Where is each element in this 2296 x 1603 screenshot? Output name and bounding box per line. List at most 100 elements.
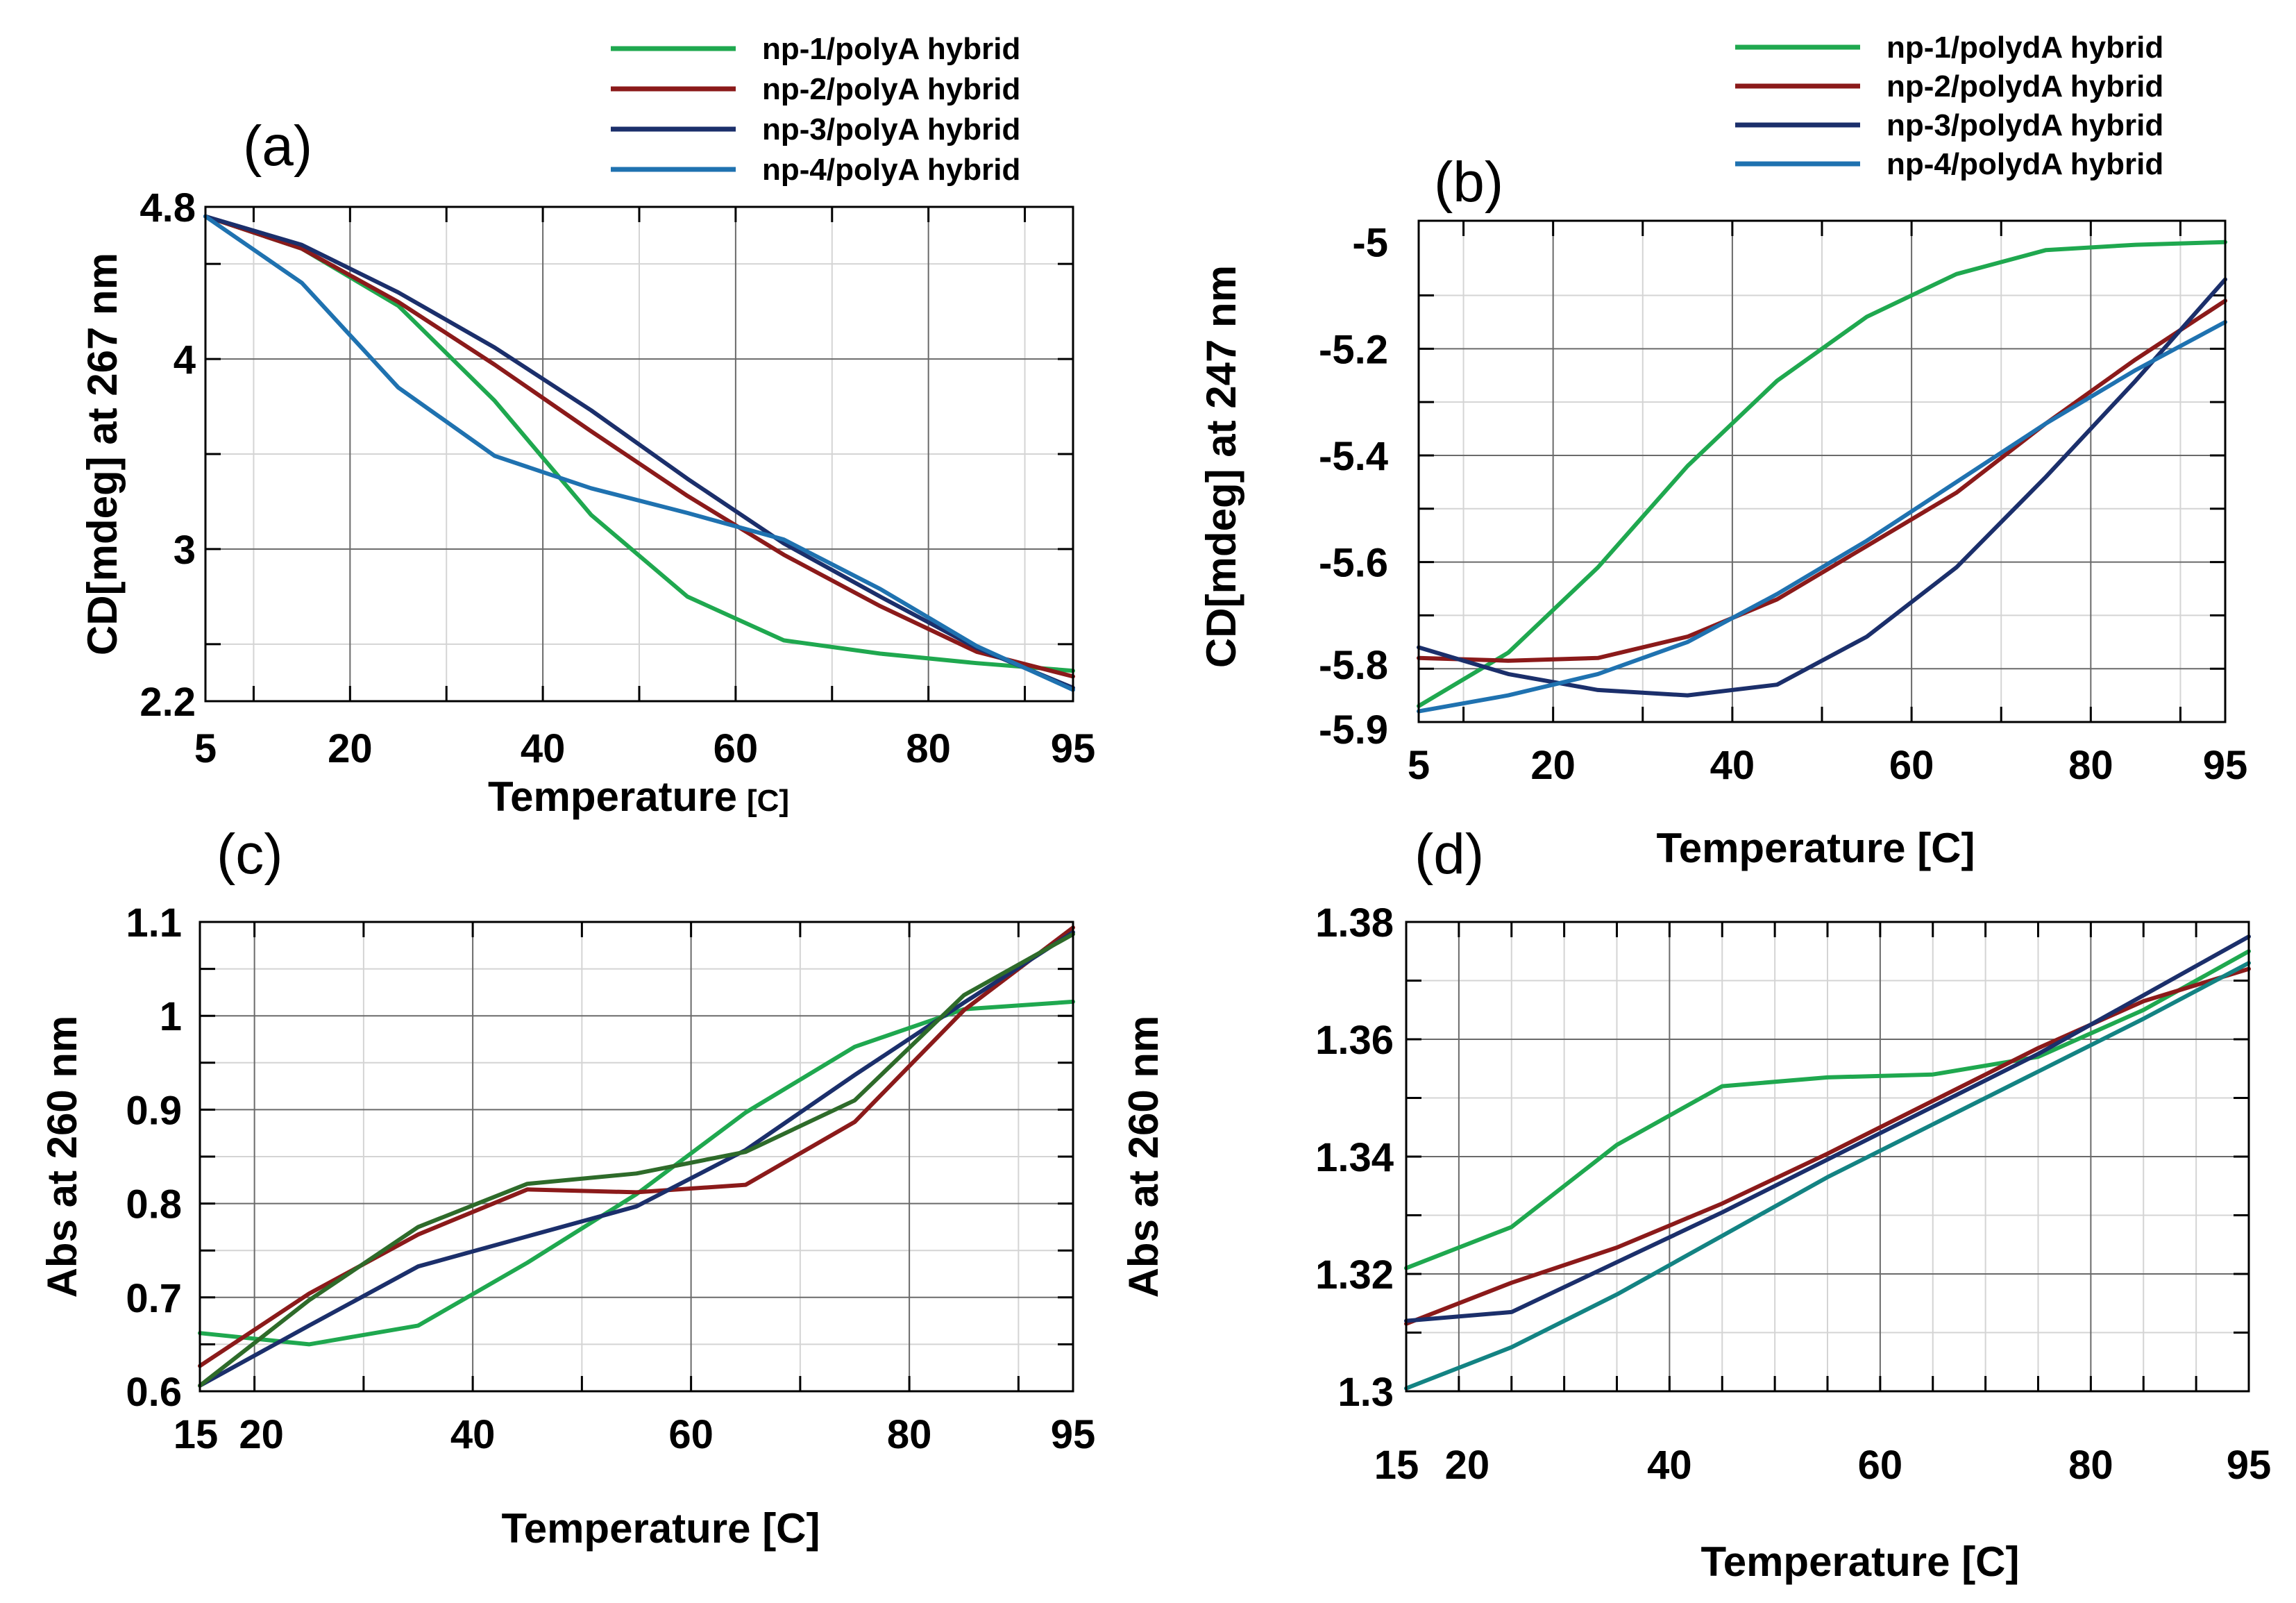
- x-tick-label: 95: [1051, 1412, 1096, 1457]
- y-axis-title-text: Abs at 260 nm: [39, 1016, 85, 1298]
- y-tick-label: -5.4: [1319, 434, 1388, 479]
- x-tick-label: 15: [1374, 1443, 1419, 1488]
- x-tick-label: 60: [714, 726, 759, 771]
- y-tick-label: 4: [174, 337, 196, 383]
- series-line-c-4: [198, 932, 1075, 1388]
- x-tick-label: 40: [521, 726, 566, 771]
- legend-label: np-2/polydA hybrid: [1886, 69, 2163, 103]
- y-tick-label: 0.8: [126, 1182, 182, 1227]
- x-tick-label: 40: [1647, 1443, 1692, 1488]
- x-tick-label: 5: [194, 726, 217, 771]
- x-tick-label: 15: [174, 1412, 219, 1457]
- x-axis-title-text: Temperature [C]: [502, 1505, 820, 1552]
- series-line-d-4: [1404, 961, 2251, 1391]
- plot-frame: [199, 921, 1074, 1393]
- y-tick-label: 0.6: [126, 1370, 182, 1415]
- x-axis-title-text: Temperature: [488, 773, 737, 820]
- x-tick-label: 80: [906, 726, 951, 771]
- x-tick-label: 20: [239, 1412, 284, 1457]
- y-tick-label: 1.3: [1337, 1370, 1394, 1415]
- legend-label: np-4/polydA hybrid: [1886, 147, 2163, 181]
- chart-panel-b: 5 20 40 60 80 95 -5 -5.2 -5.4 -5.6 -5.8 -5.9 (b) Temp…: [1198, 31, 2247, 871]
- y-axis-title-text: Abs at 260 nm: [1120, 1016, 1167, 1298]
- legend-label: np-1/polydA hybrid: [1886, 31, 2163, 65]
- panel-label: (b): [1434, 151, 1503, 214]
- x-axis-title: Temperature [C]: [1657, 825, 1975, 871]
- series-line-a-3: [203, 214, 1075, 690]
- x-tick-label: 60: [1858, 1443, 1903, 1488]
- y-tick-label: 1.38: [1315, 900, 1394, 946]
- y-tick-label: 1.34: [1315, 1135, 1394, 1180]
- legend-label: np-4/polyA hybrid: [762, 153, 1020, 187]
- x-tick-label: 60: [1889, 743, 1934, 788]
- x-tick-label: 80: [887, 1412, 932, 1457]
- y-axis-title: CD[mdeg] at 247 nm: [1198, 265, 1244, 668]
- series-line-b-1: [1417, 240, 2227, 708]
- y-tick-label: 1: [160, 994, 182, 1039]
- y-axis-title: Abs at 260 nm: [1120, 1016, 1167, 1298]
- y-tick-label: -5.6: [1319, 541, 1388, 586]
- y-axis-title-text: CD: [1198, 607, 1244, 668]
- panel-label: (d): [1415, 823, 1484, 886]
- panel-label: (c): [217, 823, 283, 886]
- y-tick-label: -5.8: [1319, 643, 1388, 688]
- x-tick-label: 40: [450, 1412, 496, 1457]
- series-line-b-3: [1417, 277, 2227, 698]
- x-axis-title-text: Temperature [C]: [1657, 825, 1975, 871]
- plot-frame: [204, 205, 1074, 703]
- y-tick-label: 0.7: [126, 1276, 182, 1321]
- y-tick-label: 1.36: [1315, 1018, 1394, 1063]
- legend: np-1/polyA hybrid np-2/polyA hybrid np-3/p…: [611, 32, 1020, 187]
- y-tick-label: -5.9: [1319, 707, 1388, 753]
- y-tick-label: 4.8: [140, 185, 196, 230]
- series-line-b-2: [1417, 299, 2227, 663]
- plot-frame: [1405, 921, 2250, 1393]
- series-line-c-2: [198, 925, 1075, 1368]
- x-tick-label: 95: [2227, 1443, 2272, 1488]
- legend-label: np-3/polyA hybrid: [762, 112, 1020, 146]
- legend-label: np-1/polyA hybrid: [762, 32, 1020, 66]
- y-axis-title-suffix: at 247 nm: [1198, 265, 1244, 469]
- legend: np-1/polydA hybrid np-2/polydA hybrid np-3…: [1735, 31, 2163, 181]
- series-line-a-4: [203, 214, 1075, 692]
- panel-label: (a): [243, 115, 312, 178]
- x-tick-label: 95: [2203, 743, 2248, 788]
- x-tick-label: 40: [1710, 743, 1755, 788]
- x-tick-label: 95: [1051, 726, 1096, 771]
- y-axis-title: CD[mdeg] at 267 nm: [79, 253, 126, 655]
- series-line-d-3: [1404, 934, 2251, 1323]
- y-tick-label: -5.2: [1319, 327, 1388, 372]
- x-axis-title: Temperature [C]: [488, 773, 789, 820]
- y-axis-title-text: CD: [79, 595, 126, 655]
- y-axis-title-suffix: at 267 nm: [79, 253, 126, 456]
- series-line-a-2: [203, 214, 1075, 679]
- plot-frame: [1417, 219, 2227, 723]
- x-tick-label: 20: [328, 726, 373, 771]
- x-axis-title: Temperature [C]: [502, 1505, 820, 1552]
- y-axis-title-unit: [mdeg]: [79, 456, 126, 595]
- chart-panel-a: 5 20 40 60 80 95 2.2 3 4 4.8 (a) Temperature [C] CD[m…: [79, 32, 1095, 820]
- series-line-d-1: [1404, 949, 2251, 1270]
- x-axis-title-text: Temperature [C]: [1701, 1538, 2020, 1585]
- y-tick-label: 3: [174, 528, 196, 573]
- y-tick-label: 1.1: [126, 900, 182, 946]
- chart-panel-c: 15 20 40 60 80 95 0.6 0.7 0.8 0.9 1 1.1 (c) Temperatu…: [39, 823, 1095, 1552]
- x-tick-label: 5: [1408, 743, 1430, 788]
- x-axis-title-unit: [C]: [747, 784, 789, 818]
- legend-label: np-2/polyA hybrid: [762, 72, 1020, 106]
- x-tick-label: 20: [1530, 743, 1576, 788]
- x-axis-title: Temperature [C]: [1701, 1538, 2020, 1585]
- y-tick-label: 2.2: [140, 680, 196, 725]
- x-tick-label: 20: [1445, 1443, 1490, 1488]
- x-tick-label: 80: [2068, 1443, 2113, 1488]
- y-tick-label: -5: [1352, 221, 1388, 266]
- legend-label: np-3/polydA hybrid: [1886, 108, 2163, 142]
- series-line-b-4: [1417, 319, 2227, 714]
- y-axis-title: Abs at 260 nm: [39, 1016, 85, 1298]
- y-tick-label: 1.32: [1315, 1252, 1394, 1298]
- series-line-c-3: [198, 930, 1075, 1388]
- y-tick-label: 0.9: [126, 1088, 182, 1133]
- x-tick-label: 80: [2068, 743, 2113, 788]
- y-axis-title-unit: [mdeg]: [1198, 469, 1244, 607]
